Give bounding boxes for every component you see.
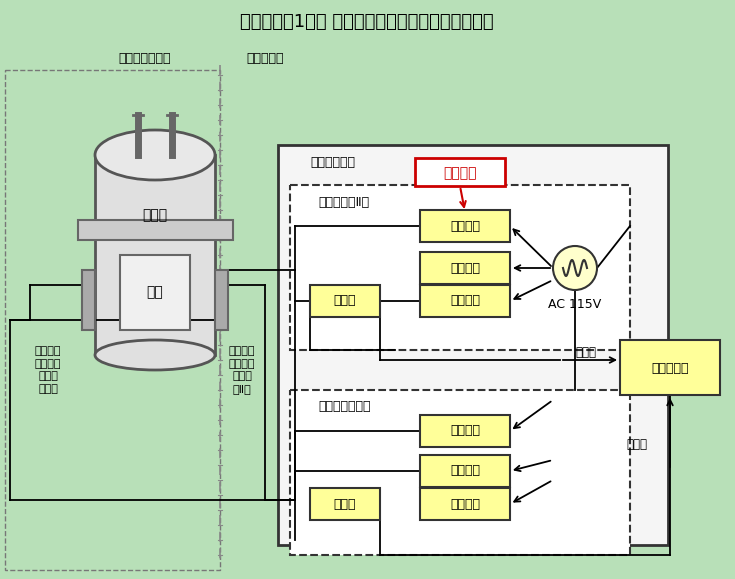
Text: 指示値: 指示値	[575, 346, 596, 358]
Text: 中間領域
中性子束
検出器
（Ｉ）: 中間領域 中性子束 検出器 （Ｉ）	[35, 346, 61, 394]
Circle shape	[553, 246, 597, 290]
Text: 伊方発電所1号機 中間領域中性子束検出回路概略図: 伊方発電所1号機 中間領域中性子束検出回路概略図	[240, 13, 494, 31]
Bar	[82, 270, 95, 330]
Text: 中間領域（Ｉ）: 中間領域（Ｉ）	[318, 401, 370, 413]
Text: 炉外核計装盤: 炉外核計装盤	[310, 156, 355, 168]
Bar	[310, 285, 380, 317]
Text: 当該箇所: 当該箇所	[443, 166, 477, 180]
Text: 指示値: 指示値	[626, 438, 647, 452]
Text: 増幅器: 増幅器	[334, 295, 356, 307]
Text: 原子炉: 原子炉	[143, 208, 168, 222]
Bar	[95, 155, 215, 355]
Bar	[420, 415, 510, 447]
Text: 中央制御室: 中央制御室	[246, 52, 284, 64]
Bar	[278, 145, 668, 545]
Bar	[620, 340, 720, 395]
Bar	[420, 488, 510, 520]
Text: 増幅器: 増幅器	[334, 497, 356, 511]
Bar	[310, 488, 380, 520]
Bar	[215, 270, 228, 330]
Text: 高圧電源: 高圧電源	[450, 424, 480, 438]
Text: 中央制御盤: 中央制御盤	[651, 361, 689, 375]
Text: 中間領域
中性子束
検出器
（Ⅱ）: 中間領域 中性子束 検出器 （Ⅱ）	[229, 346, 255, 394]
Text: 中間領域（Ⅱ）: 中間領域（Ⅱ）	[318, 196, 369, 208]
Text: 燃料: 燃料	[146, 285, 163, 299]
Ellipse shape	[95, 130, 215, 180]
Text: 高圧電源: 高圧電源	[450, 219, 480, 233]
Bar	[420, 285, 510, 317]
Bar	[78, 220, 233, 240]
Text: 低圧電源: 低圧電源	[450, 497, 480, 511]
Text: 補償電源: 補償電源	[450, 262, 480, 274]
Bar	[120, 255, 190, 330]
Text: 原子炉格納容器: 原子炉格納容器	[119, 52, 171, 64]
Ellipse shape	[95, 340, 215, 370]
Bar	[420, 252, 510, 284]
Bar	[420, 455, 510, 487]
Text: 低圧電源: 低圧電源	[450, 295, 480, 307]
Text: AC 115V: AC 115V	[548, 298, 602, 310]
Text: 補償電源: 補償電源	[450, 464, 480, 478]
Bar	[5, 70, 220, 570]
Bar	[290, 185, 630, 350]
Bar	[415, 158, 505, 186]
Bar	[420, 210, 510, 242]
Bar	[290, 390, 630, 555]
